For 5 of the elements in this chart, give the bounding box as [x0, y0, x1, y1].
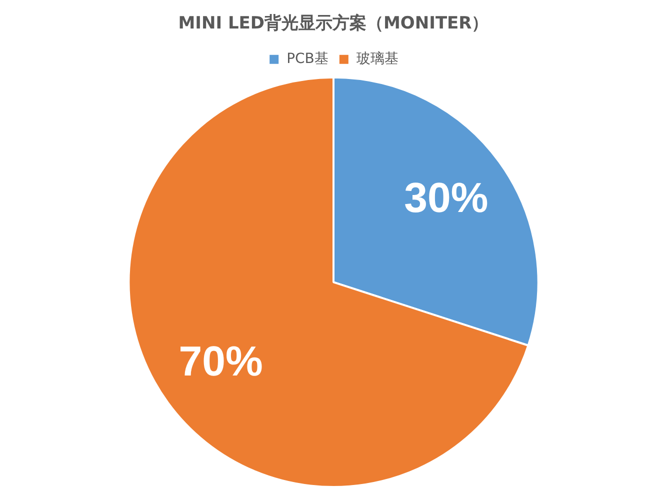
data-label: 30% — [404, 174, 488, 221]
legend-label: 玻璃基 — [356, 51, 398, 68]
chart-title: MINI LED背光显示方案（MONITER） — [178, 12, 489, 34]
data-label: 70% — [178, 338, 263, 385]
legend-label: PCB基 — [286, 51, 328, 68]
